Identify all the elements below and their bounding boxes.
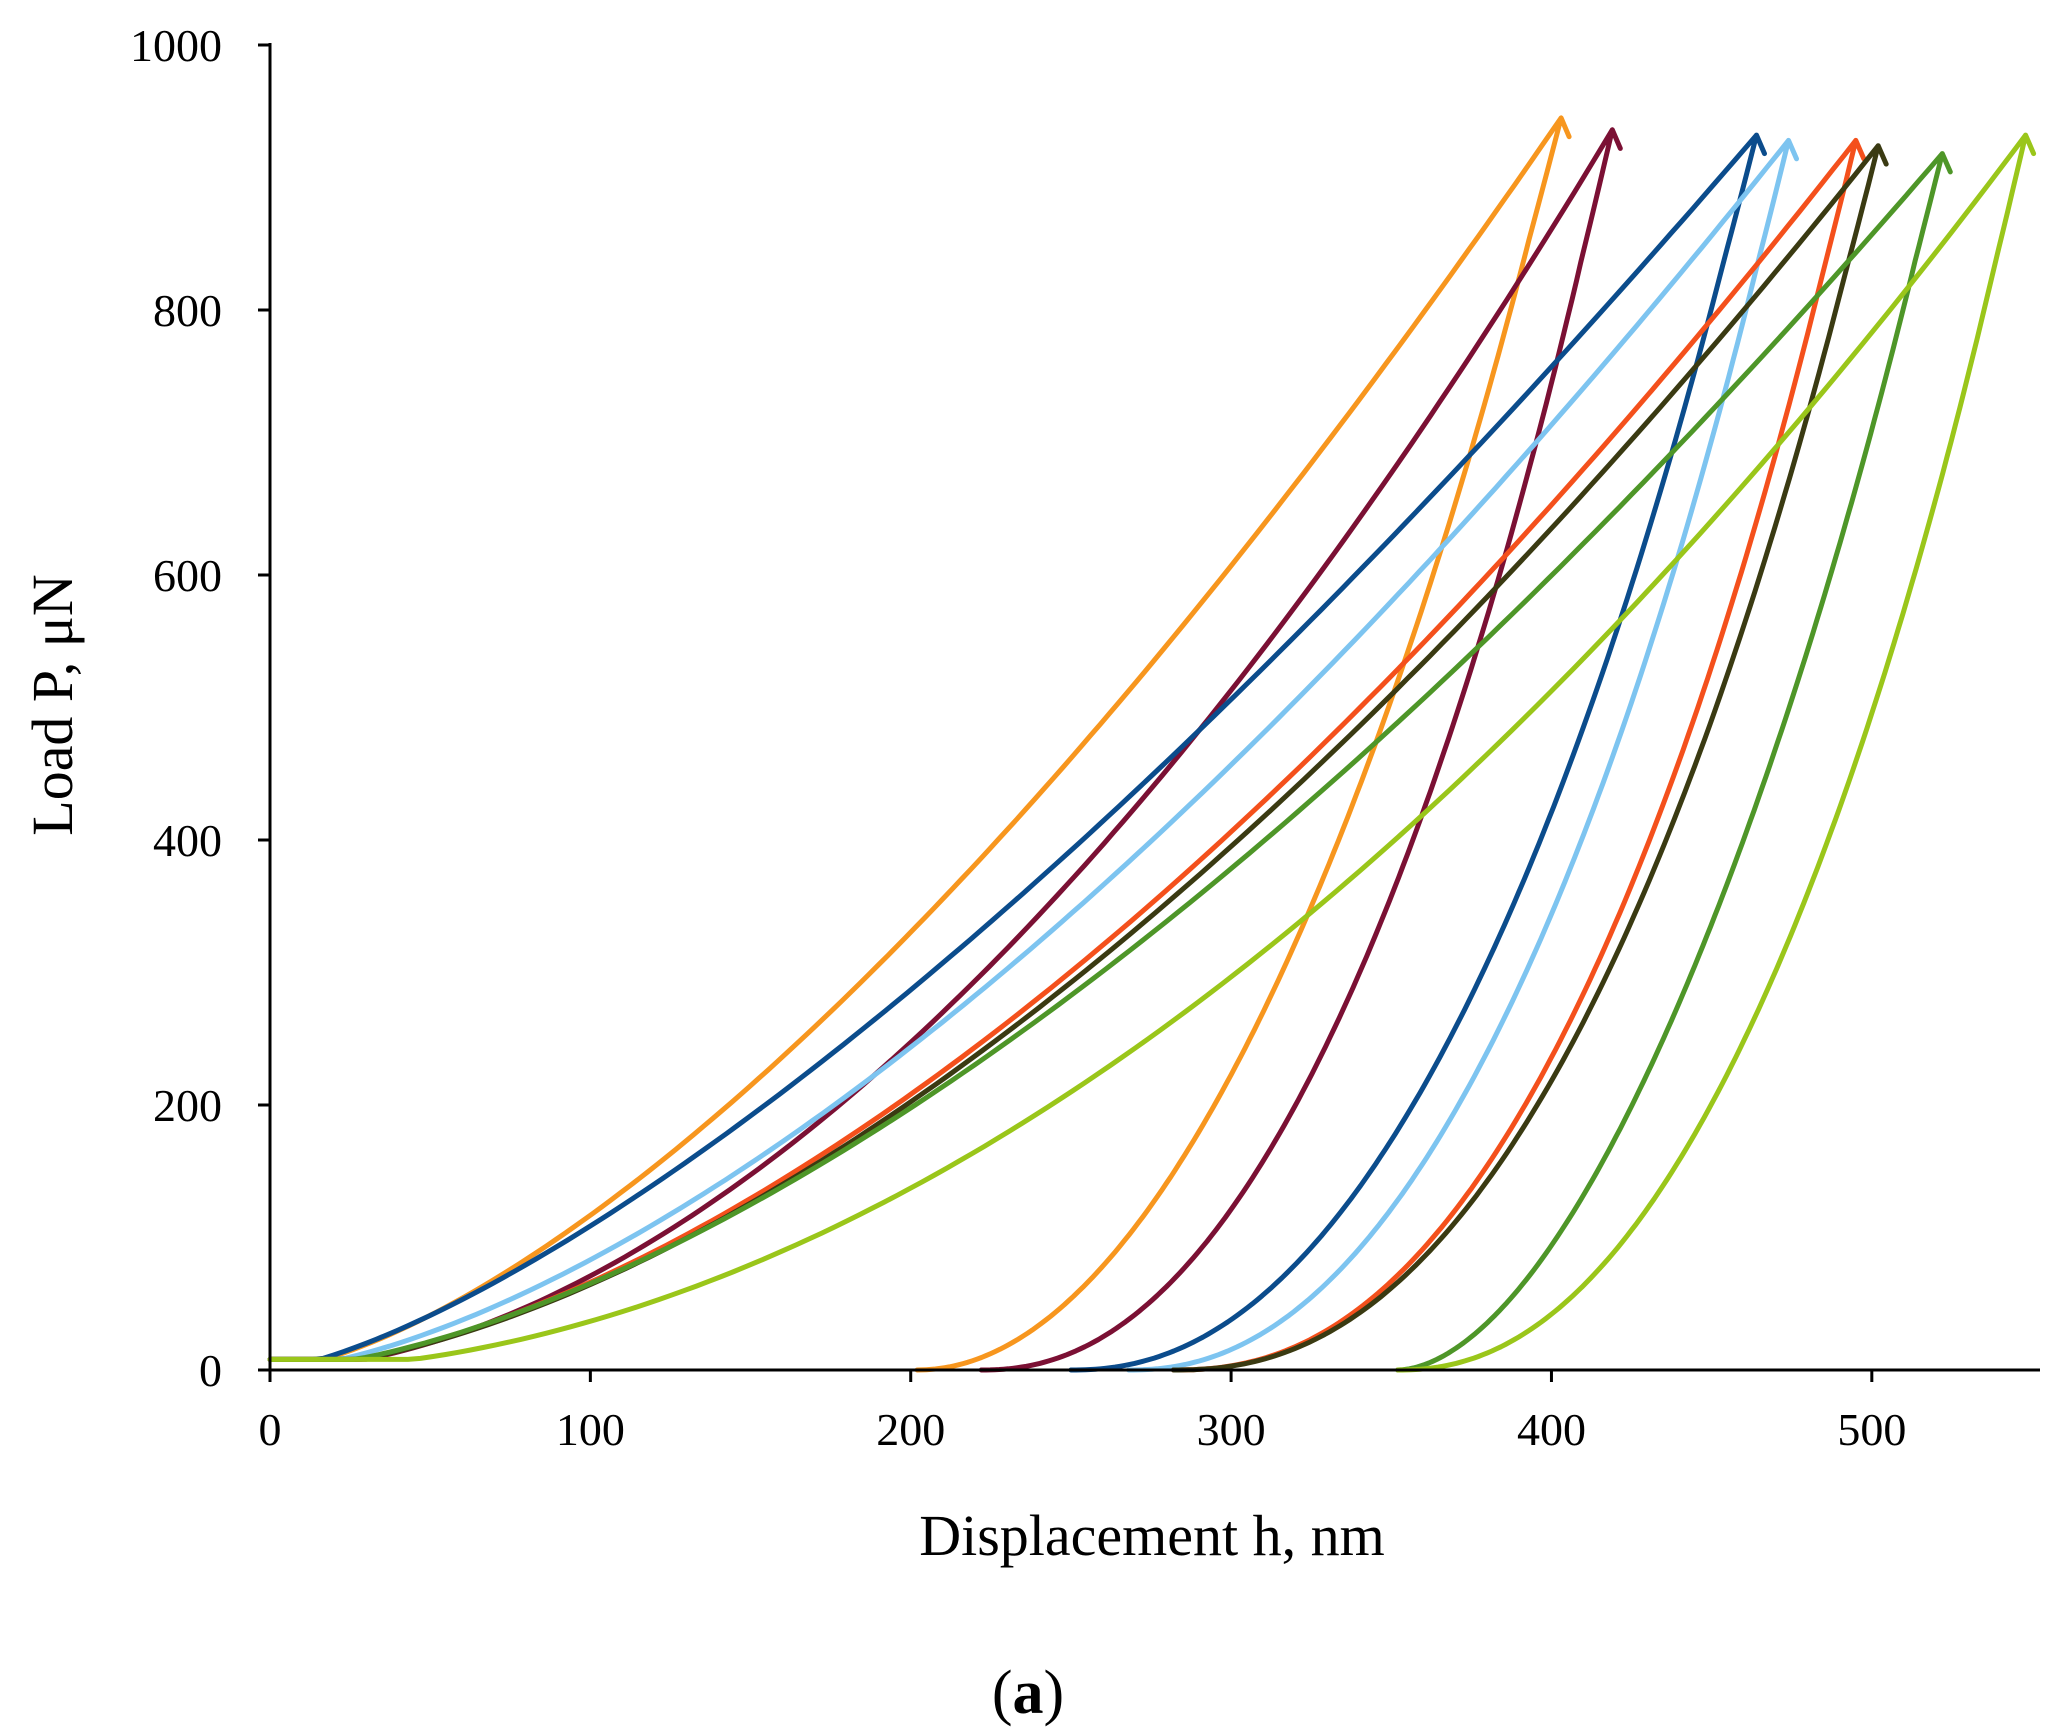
x-tick-label: 400 [1517,1404,1586,1455]
y-tick-label: 400 [153,815,222,866]
series-line-3 [267,132,1767,1373]
series-line-7 [267,151,1953,1373]
panel-label-letter: a [1013,1659,1044,1727]
x-tick-label: 200 [876,1404,945,1455]
chart-curves [267,115,2037,1373]
series-line-1 [267,115,1572,1373]
x-axis-title: Displacement h, nm [919,1503,1385,1568]
panel-label: (a) [992,1659,1064,1727]
series-line-4 [267,137,1799,1373]
series-line-5 [267,137,1867,1373]
x-tick-label: 300 [1197,1404,1266,1455]
series-line-2 [267,127,1623,1373]
y-axis-title: Load P, μN [20,574,85,835]
y-tick-label: 800 [153,285,222,336]
series-line-8 [267,132,2037,1373]
y-tick-label: 600 [153,550,222,601]
series-line-6 [267,143,1889,1373]
chart-ticks: 0 100 200 300 400 500 0 200 400 600 800 1000 [130,20,1906,1455]
x-tick-label: 500 [1837,1404,1906,1455]
x-tick-label: 100 [556,1404,625,1455]
y-tick-label: 1000 [130,20,222,71]
chart-axes [268,43,2040,1372]
y-tick-label: 200 [153,1080,222,1131]
y-tick-label: 0 [199,1345,222,1396]
x-tick-label: 0 [259,1404,282,1455]
